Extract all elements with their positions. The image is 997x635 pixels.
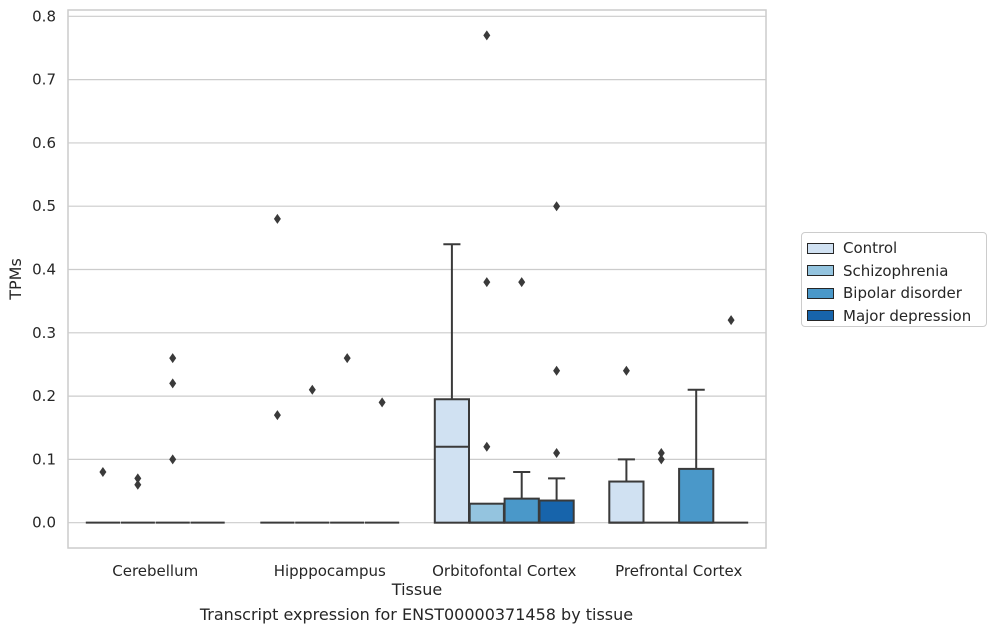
- legend-label: Major depression: [843, 306, 972, 325]
- outlier-point: [657, 454, 665, 465]
- outlier-point: [553, 448, 561, 459]
- x-tick-labels: Cerebellum Hipppocampus Orbitofontal Corte…: [112, 562, 742, 580]
- outlier-point: [483, 277, 491, 288]
- y-axis-label: TPMs: [6, 258, 25, 301]
- y-tick-label: 0.1: [32, 450, 56, 468]
- box-bipolar-disorder: [330, 353, 365, 524]
- outlier-point: [518, 277, 526, 288]
- legend-item: Control: [807, 237, 986, 260]
- legend-item: Schizophrenia: [807, 260, 986, 283]
- outlier-point: [553, 201, 561, 212]
- legend-swatch: [807, 310, 834, 322]
- outlier-point: [134, 479, 142, 490]
- box-major-depression: [364, 397, 400, 524]
- y-tick-label: 0.0: [32, 514, 56, 532]
- outlier-point: [273, 410, 281, 421]
- box-major-depression: [538, 201, 575, 524]
- y-tick-label: 0.5: [32, 197, 56, 215]
- legend-swatch: [807, 287, 834, 299]
- outlier-point: [169, 454, 177, 465]
- box-plots: [85, 30, 749, 524]
- outlier-point: [483, 30, 491, 41]
- legend-item: Major depression: [807, 305, 986, 328]
- legend-label: Control: [843, 239, 898, 258]
- box-schizophrenia: [120, 473, 155, 524]
- y-tick-label: 0.7: [32, 71, 56, 89]
- outlier-point: [727, 315, 735, 326]
- chart-caption: Transcript expression for ENST0000037145…: [199, 605, 634, 624]
- x-tick-label: Orbitofontal Cortex: [432, 562, 576, 580]
- box-bipolar-disorder: [155, 353, 190, 524]
- outlier-point: [657, 448, 665, 459]
- outlier-point: [483, 441, 491, 452]
- y-tick-label: 0.8: [32, 7, 56, 25]
- outlier-point: [553, 365, 561, 376]
- gridlines: [68, 15, 766, 524]
- x-tick-label: Cerebellum: [112, 562, 198, 580]
- x-tick-label: Hipppocampus: [274, 562, 386, 580]
- box-schizophrenia: [295, 384, 330, 524]
- box-control: [608, 365, 645, 524]
- outlier-point: [169, 378, 177, 389]
- legend-label: Schizophrenia: [843, 261, 949, 280]
- box: [468, 502, 505, 524]
- outlier-point: [622, 365, 630, 376]
- y-tick-label: 0.6: [32, 134, 56, 152]
- box-bipolar-disorder: [678, 388, 715, 524]
- box-control: [433, 243, 471, 524]
- outlier-point: [99, 467, 107, 478]
- y-tick-label: 0.4: [32, 261, 56, 279]
- legend-label: Bipolar disorder: [843, 284, 962, 303]
- x-tick-label: Prefrontal Cortex: [615, 562, 742, 580]
- box: [433, 398, 471, 524]
- x-axis-label: Tissue: [391, 580, 442, 599]
- box: [538, 499, 575, 524]
- legend-swatch: [807, 265, 834, 277]
- legend-swatch: [807, 242, 834, 254]
- outlier-point: [308, 384, 316, 395]
- box-schizophrenia: [644, 448, 679, 524]
- outlier-point: [378, 397, 386, 408]
- outlier-point: [273, 213, 281, 224]
- box: [608, 480, 645, 524]
- box-major-depression: [713, 315, 749, 524]
- outlier-point: [343, 353, 351, 364]
- y-tick-label: 0.2: [32, 387, 56, 405]
- outlier-point: [169, 353, 177, 364]
- box-bipolar-disorder: [503, 277, 540, 524]
- box-schizophrenia: [468, 30, 505, 524]
- box: [503, 497, 540, 524]
- box-control: [260, 213, 295, 524]
- legend: Control Schizophrenia Bipolar disorder Majo…: [801, 232, 987, 327]
- outlier-point: [134, 473, 142, 484]
- legend-item: Bipolar disorder: [807, 282, 986, 305]
- plot-frame: [67, 9, 767, 549]
- y-tick-label: 0.3: [32, 324, 56, 342]
- box: [678, 467, 715, 524]
- box-control: [85, 467, 121, 524]
- y-tick-labels: 0.0 0.1 0.2 0.3 0.4 0.5 0.6 0.7 0.8: [32, 7, 56, 531]
